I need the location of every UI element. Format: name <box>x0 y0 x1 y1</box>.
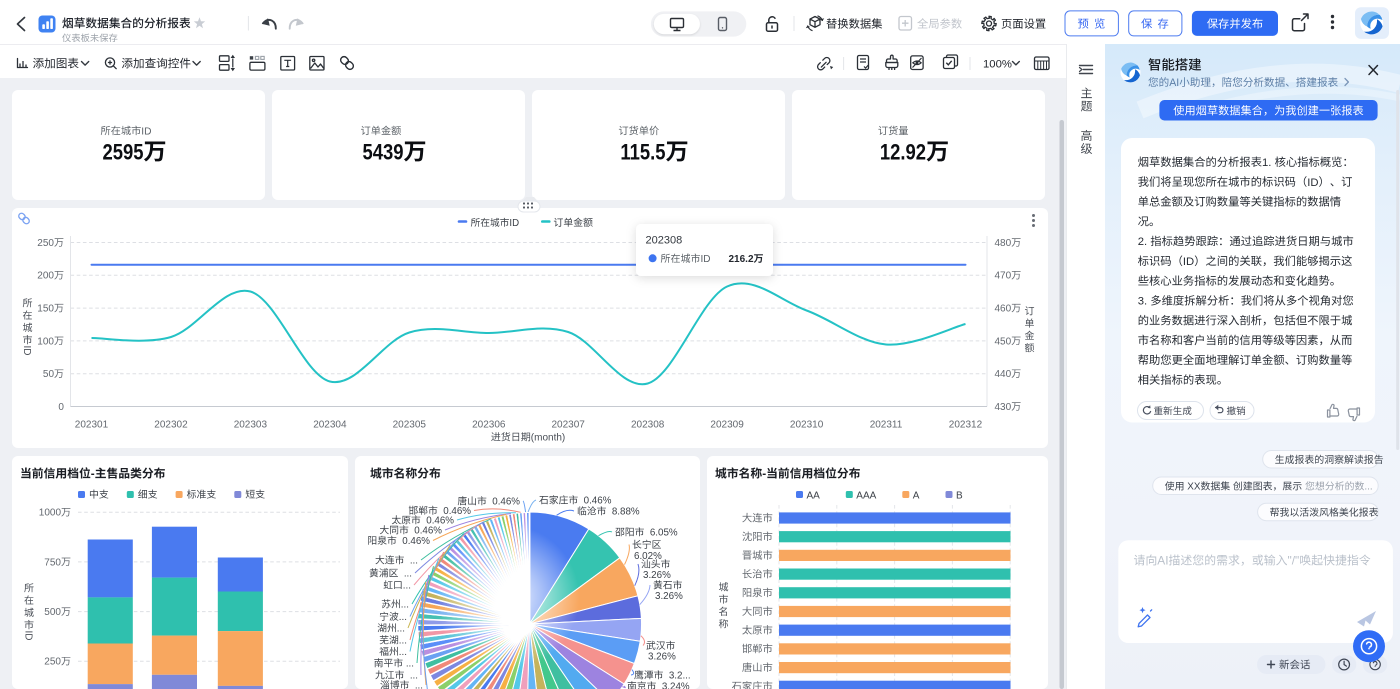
svg-text:1000: 1000 <box>39 508 62 519</box>
svg-text:ID: ID <box>21 346 32 356</box>
svg-text:...: ... <box>399 636 407 647</box>
svg-text:XX: XX <box>1187 482 1201 493</box>
svg-text:480: 480 <box>995 238 1012 249</box>
svg-text:...: ... <box>403 659 414 670</box>
svg-text:...: ... <box>401 600 409 611</box>
svg-text:ID: ID <box>509 218 519 229</box>
svg-text:202308: 202308 <box>631 420 665 431</box>
svg-text:115.5: 115.5 <box>620 140 665 165</box>
svg-text:202304: 202304 <box>313 420 347 431</box>
svg-text:ID: ID <box>141 126 151 137</box>
svg-text:2595: 2595 <box>103 140 144 165</box>
svg-text:202309: 202309 <box>710 420 744 431</box>
svg-text:0.46%: 0.46% <box>578 496 612 507</box>
svg-text:470: 470 <box>995 271 1012 282</box>
svg-text:8.88%: 8.88% <box>606 507 640 518</box>
svg-text:AA: AA <box>807 491 821 502</box>
svg-text:430: 430 <box>995 402 1012 413</box>
svg-text:100%: 100% <box>983 58 1012 70</box>
svg-text:...: ... <box>399 647 407 658</box>
svg-text:ID: ID <box>23 631 34 641</box>
svg-text:6.05%: 6.05% <box>644 528 678 539</box>
svg-text:50: 50 <box>43 369 55 380</box>
svg-text:450: 450 <box>995 336 1012 347</box>
svg-text:3.26%: 3.26% <box>643 570 671 581</box>
svg-text:3.26%: 3.26% <box>655 591 683 602</box>
svg-text:0.46%: 0.46% <box>421 516 455 527</box>
svg-text:202301: 202301 <box>75 420 109 431</box>
svg-text:216.2: 216.2 <box>729 254 754 265</box>
svg-text:...: ... <box>403 581 411 592</box>
svg-text:3.24%: 3.24% <box>656 682 690 689</box>
svg-text:250: 250 <box>44 657 61 668</box>
svg-text:202310: 202310 <box>790 420 824 431</box>
svg-text:A: A <box>913 491 920 502</box>
svg-text:...: ... <box>409 681 423 689</box>
svg-text:202311: 202311 <box>870 420 903 431</box>
svg-text:460: 460 <box>995 304 1012 315</box>
svg-text:0.46%: 0.46% <box>409 526 443 537</box>
svg-text:"/": "/" <box>1288 554 1300 568</box>
svg-text:3.2...: 3.2... <box>663 671 690 682</box>
svg-text:...: ... <box>397 624 405 635</box>
svg-text:202312: 202312 <box>949 420 983 431</box>
svg-text:ID: ID <box>701 254 711 265</box>
svg-text:202307: 202307 <box>552 420 586 431</box>
svg-text:440: 440 <box>995 369 1012 380</box>
svg-text:200: 200 <box>37 271 54 282</box>
svg-text:-: - <box>762 467 766 481</box>
svg-text:202302: 202302 <box>154 420 188 431</box>
svg-text:...: ... <box>404 671 418 682</box>
svg-text:(month): (month) <box>531 433 565 444</box>
svg-text:1.: 1. <box>1262 157 1275 169</box>
svg-text:5439: 5439 <box>363 140 404 165</box>
svg-text:500: 500 <box>44 607 61 618</box>
svg-text:...: ... <box>1364 482 1372 493</box>
svg-text:750: 750 <box>44 557 61 568</box>
svg-text:0.46%: 0.46% <box>438 506 472 517</box>
svg-text:12.92: 12.92 <box>880 140 926 165</box>
svg-text:6.02%: 6.02% <box>634 551 662 562</box>
svg-text:0.46%: 0.46% <box>397 536 431 547</box>
svg-text:AI: AI <box>1157 554 1168 568</box>
svg-text:AI: AI <box>1169 77 1179 89</box>
svg-text:0: 0 <box>58 402 64 413</box>
svg-text:3.: 3. <box>1138 296 1151 308</box>
svg-text:...: ... <box>398 569 412 580</box>
svg-text:...: ... <box>399 612 407 623</box>
svg-text:AAA: AAA <box>856 491 876 502</box>
svg-text:202306: 202306 <box>472 420 506 431</box>
svg-text:B: B <box>956 491 963 502</box>
svg-text:150: 150 <box>37 304 54 315</box>
svg-text:-: - <box>91 467 95 481</box>
svg-text:...: ... <box>404 556 418 567</box>
svg-text:ID: ID <box>1183 256 1194 268</box>
svg-text:202303: 202303 <box>234 420 268 431</box>
svg-text:202308: 202308 <box>646 235 683 247</box>
svg-text:202305: 202305 <box>393 420 427 431</box>
svg-text:100: 100 <box>37 336 54 347</box>
svg-text:0.46%: 0.46% <box>487 497 521 508</box>
svg-text:2.: 2. <box>1138 236 1151 248</box>
svg-text:ID: ID <box>1307 177 1318 189</box>
svg-text:250: 250 <box>37 238 54 249</box>
svg-text:3.26%: 3.26% <box>648 652 676 663</box>
